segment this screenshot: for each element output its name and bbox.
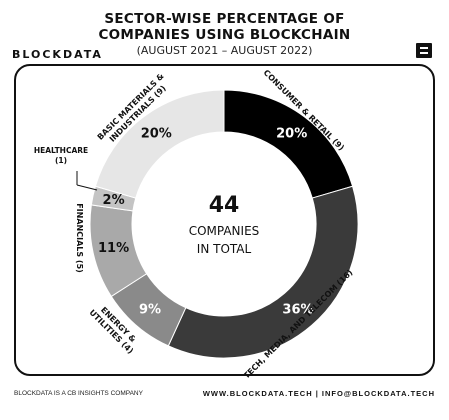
brand-wordmark: BLOCKDATA (12, 48, 103, 61)
center-label-line-1: COMPANIES (189, 224, 260, 238)
slice-basic (94, 89, 225, 199)
percent-labels: 20% 36% 9% 11% 2% 20% (98, 127, 314, 318)
donut-slices (89, 89, 359, 359)
chart-title-line-1: SECTOR-WISE PERCENTAGE OF (104, 11, 345, 27)
healthcare-leader-line-2 (76, 184, 98, 191)
percent-label-healthcare: 2% (103, 193, 125, 208)
category-label-financials: FINANCIALS (5) (75, 203, 84, 273)
slice-tech (167, 185, 359, 359)
percent-label-financials: 11% (98, 241, 129, 256)
footer-company-note: BLOCKDATA IS A CB INSIGHTS COMPANY (14, 390, 143, 397)
percent-label-tech: 36% (282, 302, 313, 317)
percent-label-energy: 9% (139, 302, 161, 317)
category-label-healthcare: HEALTHCARE (1) (34, 146, 88, 165)
chart-subtitle: (AUGUST 2021 – AUGUST 2022) (136, 44, 313, 57)
percent-label-consumer: 20% (276, 127, 307, 142)
footer-contact: WWW.BLOCKDATA.TECH | INFO@BLOCKDATA.TECH (202, 389, 435, 398)
chart-title-line-2: COMPANIES USING BLOCKCHAIN (98, 27, 351, 43)
center-total-value: 44 (209, 193, 240, 218)
blockdata-logo-icon (416, 43, 432, 58)
chart-frame (14, 64, 435, 376)
center-label-line-2: IN TOTAL (197, 242, 252, 256)
percent-label-basic: 20% (141, 127, 172, 142)
